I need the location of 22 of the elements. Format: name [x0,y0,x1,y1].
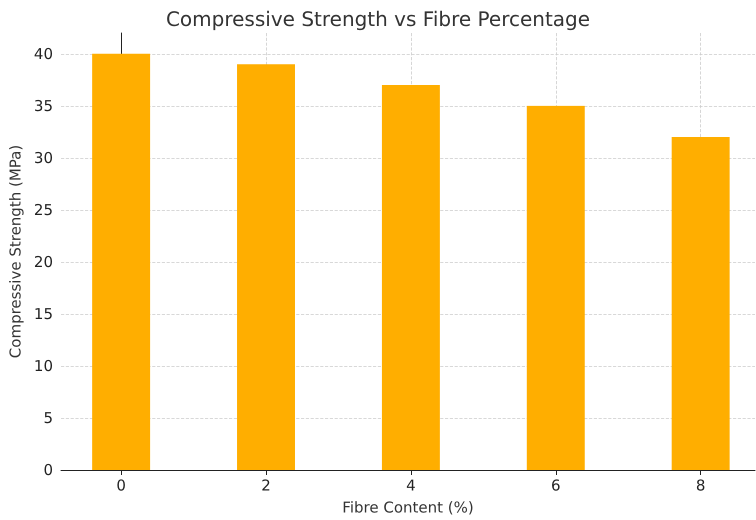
y-tick-label: 30 [34,148,53,167]
chart-title: Compressive Strength vs Fibre Percentage [166,7,590,31]
y-tick-label: 0 [43,461,53,479]
x-axis-title: Fibre Content (%) [342,498,474,516]
y-tick-label: 20 [34,252,53,271]
x-tick-label: 6 [551,476,561,494]
y-tick-label: 40 [34,44,53,63]
bar [672,137,730,470]
y-axis-title: Compressive Strength (MPa) [6,144,24,358]
y-tick-label: 15 [34,304,53,323]
x-tick-label: 2 [261,476,271,494]
x-tick-label: 4 [406,476,416,494]
y-tick-label: 5 [43,408,53,427]
bar [237,64,295,470]
bar [92,54,150,470]
x-tick-label: 0 [116,476,126,494]
y-tick-label: 10 [34,356,53,375]
y-tick-label: 35 [34,96,53,115]
x-tick-label: 8 [696,476,706,494]
bar [382,85,440,470]
bar [526,106,585,470]
y-tick-label: 25 [34,200,53,219]
